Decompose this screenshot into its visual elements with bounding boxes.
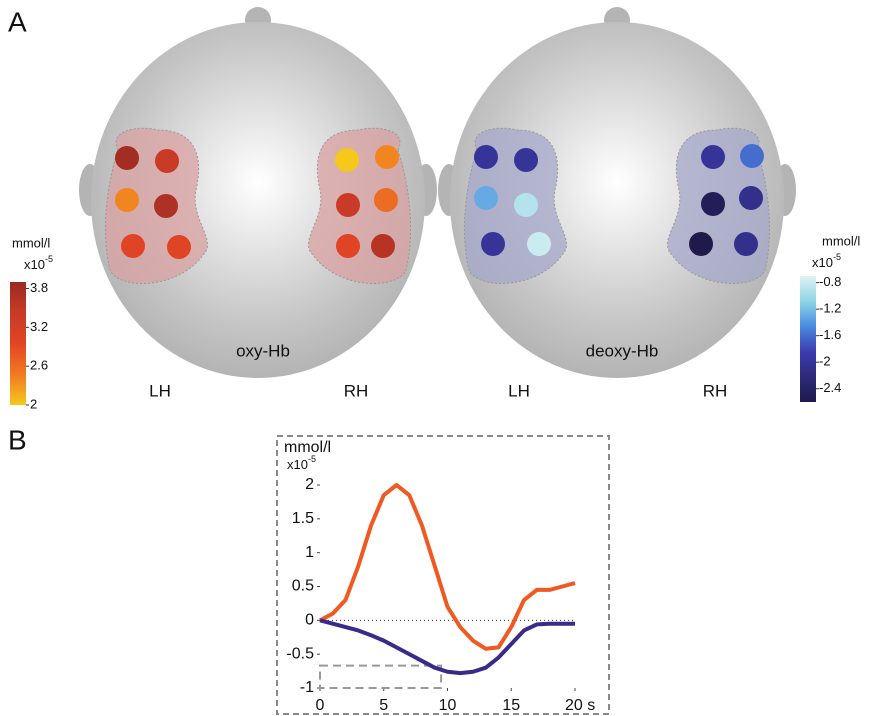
unit-exponent: -5 [833,252,841,262]
channel-dot [154,194,178,218]
y-tick-label: 0 [305,612,314,629]
unit-exponent: -5 [45,254,53,264]
channel-dot [527,232,551,256]
channel-dot [701,192,725,216]
unit-label: x10-5 [24,254,53,272]
channel-dot [375,145,399,169]
channel-dot [371,234,395,258]
channel-dot [514,148,538,172]
colorbar [800,276,816,402]
y-tick-label: 1.5 [292,510,314,527]
colorbar-unit: mmol/l [822,233,860,248]
colorbar-tick-label: 2.6 [30,358,48,373]
hemisphere-label: RH [344,381,369,400]
channel-dot [474,145,498,169]
y-tick-label: 2 [305,476,314,493]
colorbar [10,282,26,405]
x-tick-label: 5 [379,697,388,714]
channel-dot [701,145,725,169]
channel-dot [514,193,538,217]
channel-dot [734,232,758,256]
y-tick-label: 1 [305,544,314,561]
channel-dot [739,186,763,210]
x-tick-label: 10 [439,697,457,714]
hemisphere-label: RH [703,381,728,400]
channel-dot [335,148,359,172]
series-line [320,620,575,673]
colorbar-tick-label: -2 [819,354,831,369]
page: {"panel_labels": ["A", "B"], "chart_data… [0,0,876,716]
channel-dot [336,234,360,258]
colorbar-tick-label: -1.6 [819,327,841,342]
unit-exponent: -5 [308,454,316,464]
colorbar-tick-label: -1.2 [819,301,841,316]
colorbar-tick-label: 2 [30,396,37,411]
baseline-box [320,666,441,688]
x-tick-label: 20 s [565,697,595,714]
channel-dot [155,149,179,173]
colorbar-unit: mmol/l [12,235,50,250]
colorbar-tick-label: -0.8 [819,274,841,289]
channel-dot [374,188,398,212]
channel-dot [481,232,505,256]
y-tick-label: -1 [300,679,314,696]
map-title: oxy-Hb [236,341,290,360]
x-tick-label: 15 [502,697,520,714]
channel-dot [115,188,139,212]
hemisphere-label: LH [508,381,530,400]
colorbar-tick-label: 3.8 [30,280,48,295]
channel-dot [121,234,145,258]
unit-scale: x10 [287,457,308,472]
figure: A B oxy-HbLHRH3.83.22.62mmol/lx10-5deoxy… [0,0,876,716]
unit-label: x10-5 [287,454,316,472]
colorbar-tick-label: -2.4 [819,380,841,395]
y-tick-label: -0.5 [286,645,314,662]
map-title: deoxy-Hb [586,341,659,360]
colorbar-tick-label: 3.2 [30,319,48,334]
channel-dot [474,186,498,210]
channel-dot [336,193,360,217]
unit-scale: x10 [24,257,45,272]
y-tick-label: 0.5 [292,578,314,595]
channel-dot [115,146,139,170]
x-tick-label: 0 [316,697,325,714]
channel-dot [740,144,764,168]
panel-label: B [8,424,27,455]
channel-dot [689,232,713,256]
panel-label: A [8,6,27,37]
unit-scale: x10 [812,255,833,270]
unit-label: x10-5 [812,252,841,270]
channel-dot [167,235,191,259]
hemisphere-label: LH [149,381,171,400]
